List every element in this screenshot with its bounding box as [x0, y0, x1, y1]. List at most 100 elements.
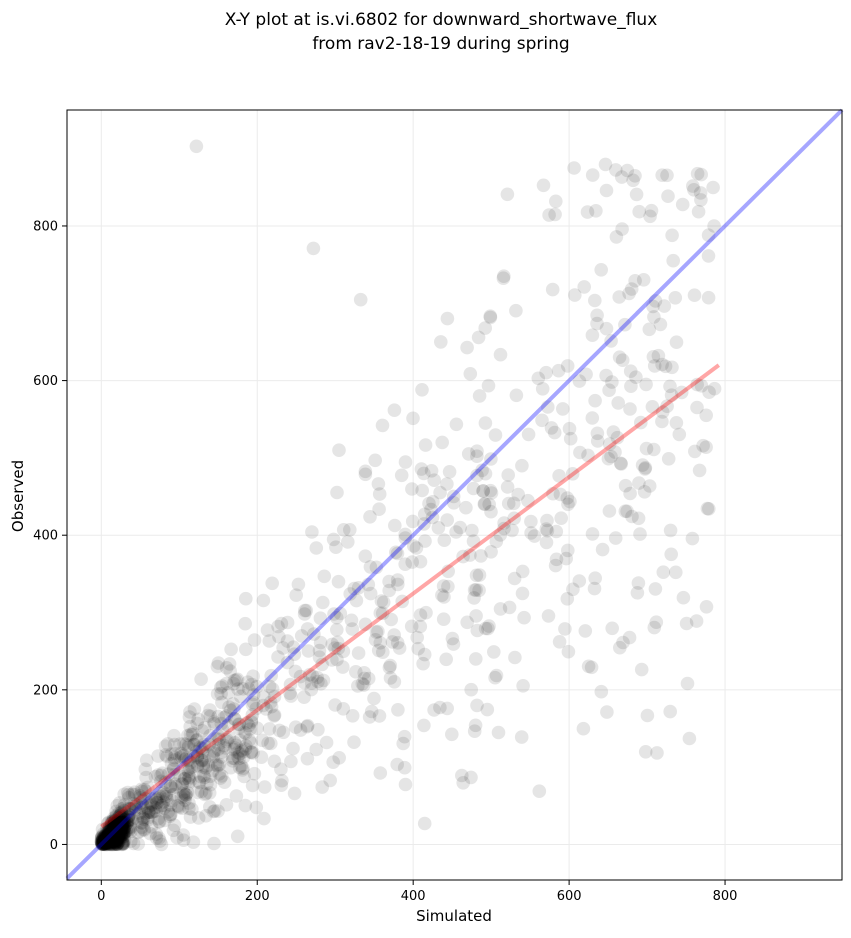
data-point	[699, 440, 713, 455]
data-point	[558, 622, 572, 636]
data-point	[108, 822, 122, 837]
data-point	[539, 522, 554, 536]
data-point	[330, 635, 345, 650]
data-point	[500, 480, 515, 494]
data-point	[122, 802, 137, 816]
data-point	[97, 835, 111, 850]
data-point	[112, 817, 127, 832]
data-point	[190, 759, 205, 774]
data-point	[163, 807, 177, 822]
data-point	[187, 702, 202, 716]
data-point	[483, 310, 498, 325]
data-point	[257, 780, 272, 794]
data-point	[111, 836, 125, 850]
data-point	[104, 816, 119, 830]
data-point	[449, 525, 463, 539]
data-point	[467, 724, 482, 738]
data-point	[114, 811, 128, 826]
data-point	[221, 686, 235, 700]
data-point	[114, 828, 128, 843]
data-point	[203, 777, 218, 792]
data-point	[288, 664, 303, 679]
data-point	[193, 769, 208, 784]
data-point	[417, 647, 432, 662]
data-point	[706, 180, 720, 195]
data-point	[565, 467, 580, 481]
data-point	[96, 831, 111, 845]
data-point	[244, 745, 259, 759]
data-point	[193, 740, 207, 755]
data-point	[455, 768, 469, 783]
data-point	[107, 831, 121, 846]
data-point	[200, 776, 214, 791]
data-point	[238, 726, 253, 740]
data-point	[112, 822, 126, 837]
data-point	[330, 652, 344, 667]
data-point	[111, 811, 126, 825]
data-point	[456, 776, 471, 790]
data-point	[108, 830, 122, 845]
data-point	[599, 321, 614, 336]
data-point	[544, 421, 559, 435]
data-point	[207, 836, 221, 851]
data-point	[623, 486, 637, 501]
data-point	[172, 800, 186, 815]
data-point	[203, 703, 217, 717]
data-point	[441, 579, 455, 594]
data-point	[418, 534, 432, 548]
data-point	[613, 640, 627, 655]
data-point	[134, 800, 149, 815]
data-point	[106, 829, 120, 843]
data-point	[238, 742, 253, 756]
data-point	[312, 650, 327, 664]
data-point	[691, 204, 706, 219]
data-point	[189, 733, 204, 748]
data-point	[166, 823, 181, 838]
data-point	[472, 389, 487, 403]
data-point	[161, 805, 176, 819]
data-point	[190, 751, 205, 765]
data-point	[197, 770, 212, 785]
data-point	[179, 788, 193, 802]
data-point	[102, 827, 116, 841]
data-point	[112, 806, 126, 820]
data-point	[115, 819, 129, 834]
data-point	[548, 207, 562, 222]
data-point	[618, 317, 632, 332]
data-point	[298, 603, 312, 618]
data-point	[509, 388, 524, 403]
data-point	[531, 371, 546, 386]
data-point	[306, 669, 320, 684]
data-point	[551, 363, 566, 378]
data-point	[177, 737, 191, 751]
data-point	[110, 821, 124, 836]
data-point	[110, 823, 125, 838]
data-point	[660, 168, 674, 183]
data-point	[580, 205, 595, 219]
data-point	[232, 760, 247, 775]
data-point	[123, 802, 137, 816]
data-point	[417, 816, 432, 831]
data-point	[111, 813, 125, 828]
data-point	[469, 568, 484, 583]
data-point	[657, 299, 672, 313]
data-point	[101, 829, 115, 844]
data-point	[168, 767, 182, 782]
data-point	[242, 733, 257, 747]
data-point	[245, 778, 260, 793]
data-point	[101, 822, 116, 837]
data-point	[426, 495, 440, 509]
data-point	[191, 712, 205, 727]
data-point	[106, 824, 120, 838]
data-point	[110, 831, 124, 845]
data-point	[173, 769, 187, 783]
data-point	[646, 350, 661, 364]
data-point	[236, 750, 251, 764]
data-point	[230, 672, 245, 687]
data-point	[106, 832, 120, 847]
data-point	[199, 809, 213, 823]
data-point	[549, 524, 564, 539]
data-point	[635, 458, 650, 472]
data-point	[105, 819, 119, 833]
data-point	[445, 727, 459, 742]
